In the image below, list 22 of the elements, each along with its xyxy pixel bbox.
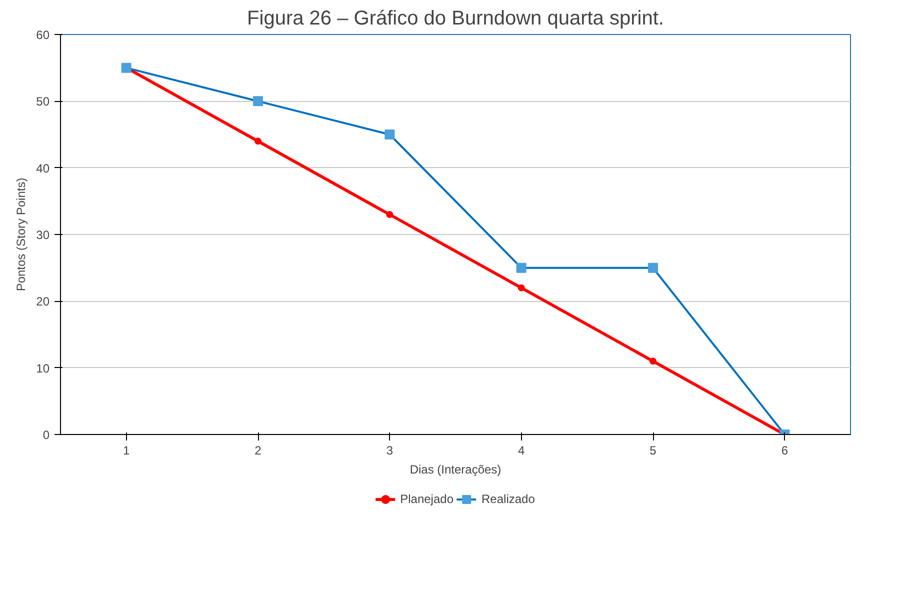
point <box>254 138 262 145</box>
x-tick-label: 3 <box>386 444 394 458</box>
y-tick-label: 30 <box>36 228 50 242</box>
x-axis-title: Dias (Interações) <box>410 462 502 476</box>
point <box>650 358 656 365</box>
y-tick-label: 60 <box>36 28 50 42</box>
x-tick-label: 6 <box>781 444 788 458</box>
y-axis-title: Pontos (Story Points) <box>14 178 28 292</box>
y-tick-label: 50 <box>36 94 50 109</box>
x-tick-label: 1 <box>122 444 130 458</box>
point <box>386 211 394 218</box>
x-tick-label: 5 <box>650 444 657 458</box>
legend-label: Planejado <box>400 492 454 506</box>
y-tick-label: 0 <box>42 428 50 442</box>
point <box>518 284 525 292</box>
y-tick-label: 10 <box>36 361 50 376</box>
legend-label: Realizado <box>482 492 535 506</box>
x-tick-label: 2 <box>254 444 262 458</box>
y-tick-label: 40 <box>36 161 50 176</box>
chart-title: Figura 26 – Gráfico do Burndown quarta sprint. <box>247 8 664 30</box>
y-tick-label: 20 <box>36 294 50 309</box>
x-tick-label: 4 <box>518 444 525 458</box>
